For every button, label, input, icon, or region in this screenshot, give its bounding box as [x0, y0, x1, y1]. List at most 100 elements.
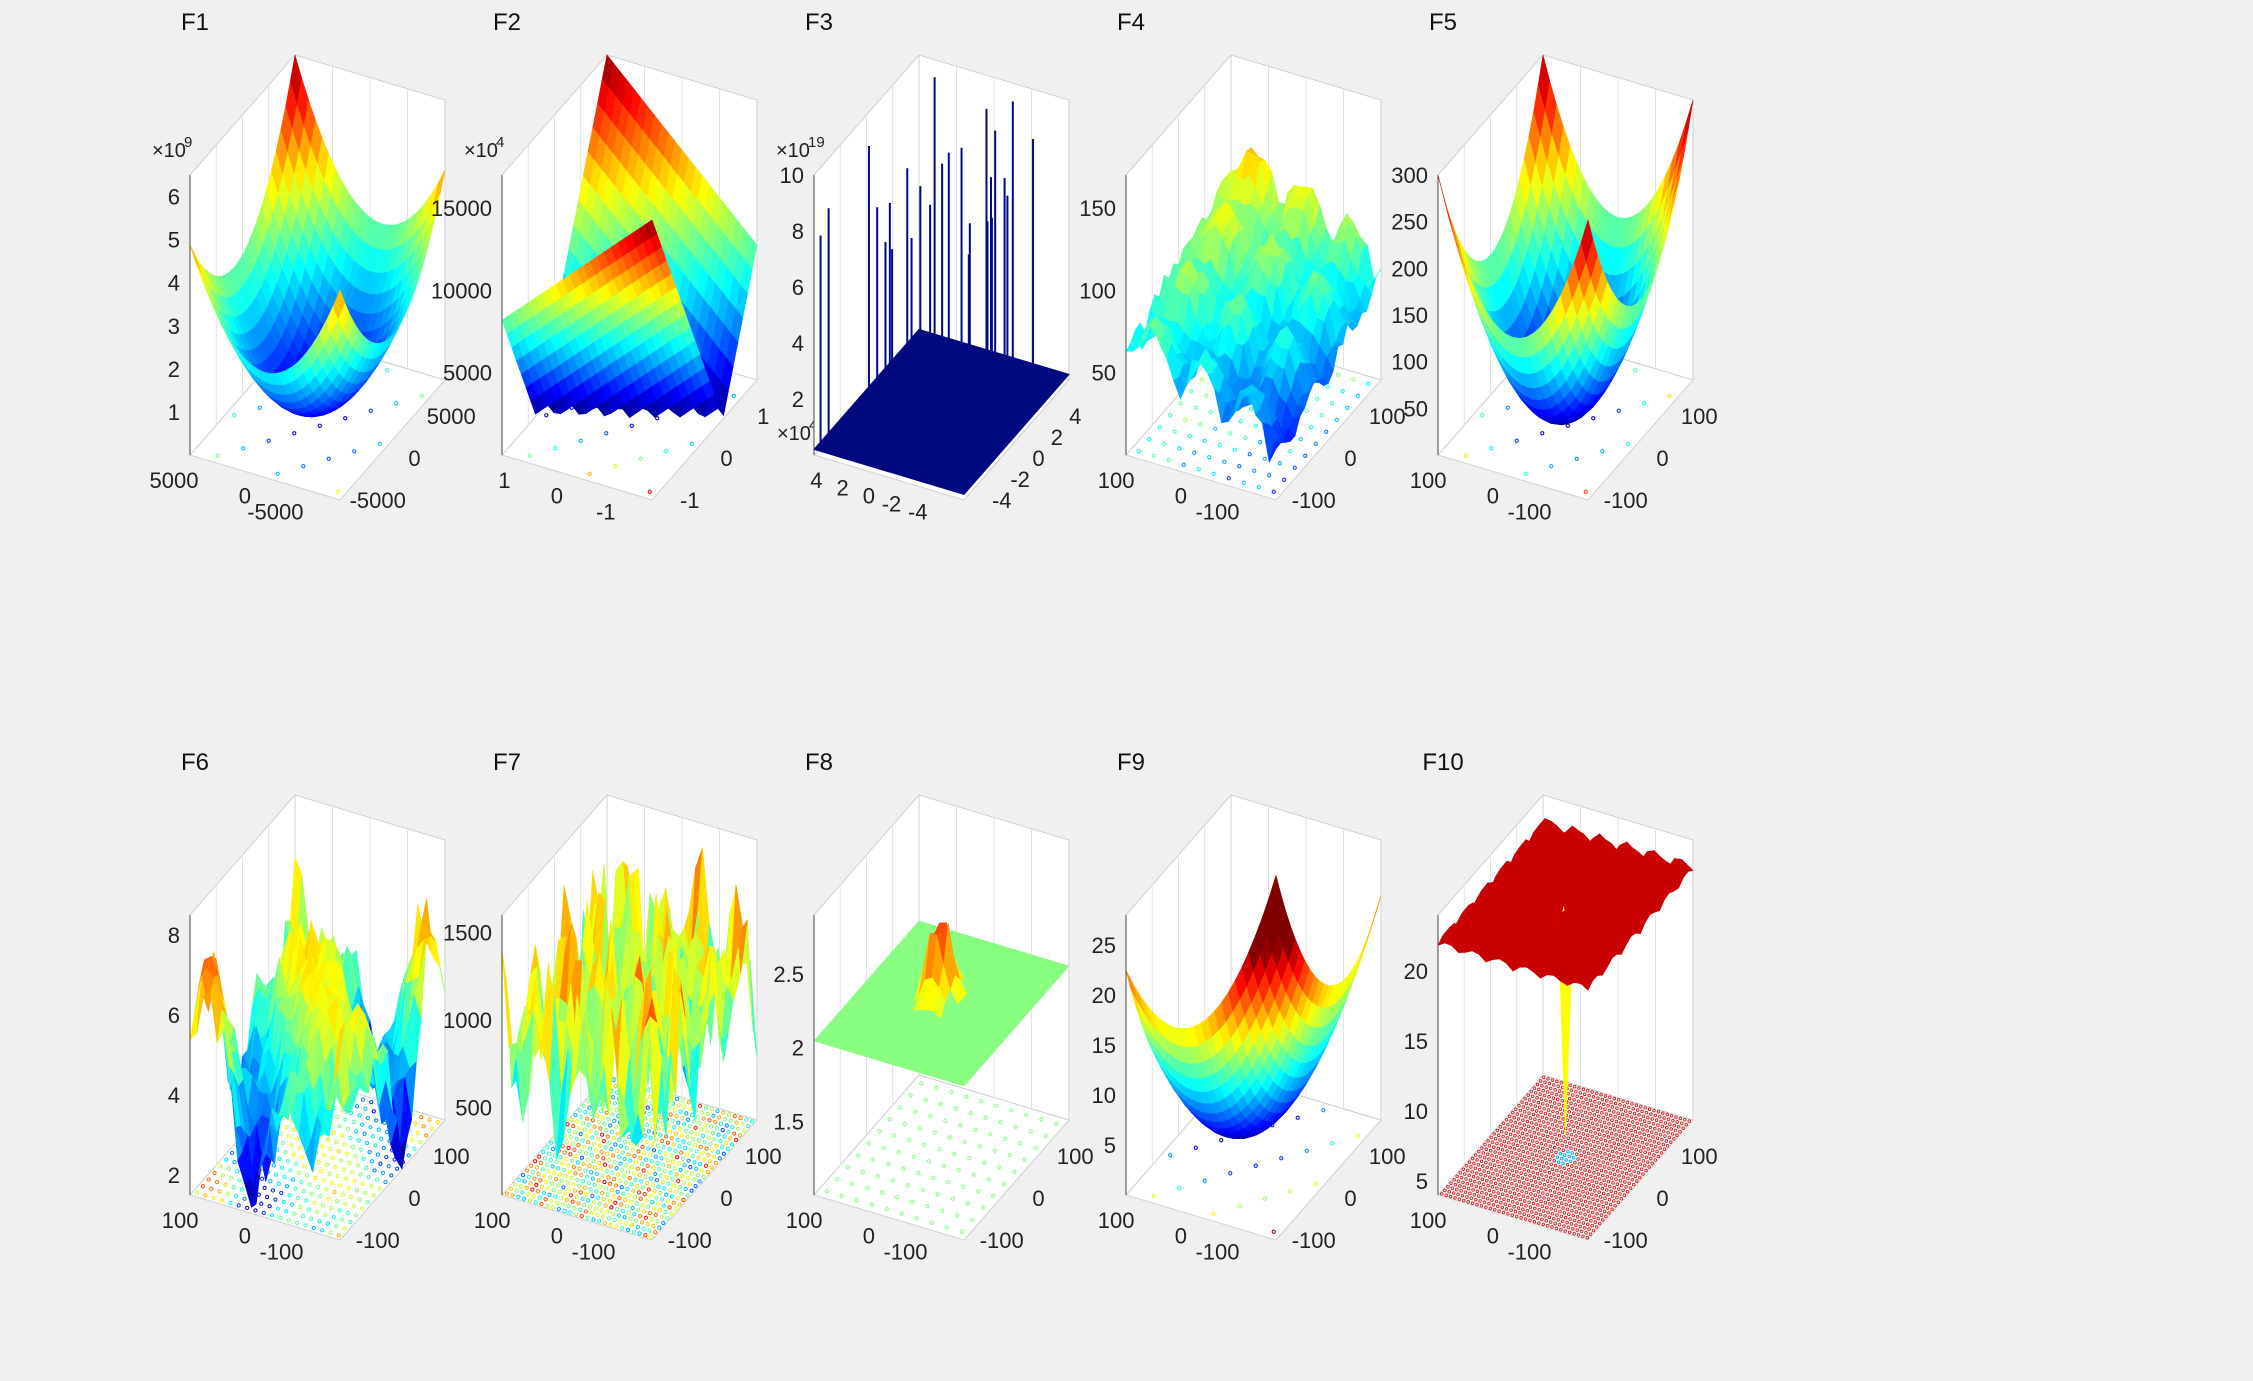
x-tick-label: 0 [1656, 446, 1668, 471]
x-exponent-label: ×10 [777, 423, 811, 445]
contour-mark [335, 489, 340, 494]
contour-mark [647, 489, 652, 494]
y-tick-label: 4 [810, 468, 822, 493]
z-tick-label: 4 [168, 1083, 180, 1108]
z-tick-label: 1500 [443, 921, 492, 946]
x-tick-label: -2 [1010, 467, 1030, 492]
y-tick-label: 100 [1098, 468, 1135, 493]
z-tick-label: 150 [1391, 303, 1428, 328]
contour-mark [638, 456, 643, 461]
x-tick-label: -100 [356, 1228, 400, 1253]
contour-mark [655, 416, 660, 421]
z-tick-label: 2 [168, 1163, 180, 1188]
subplot-title: F7 [493, 749, 521, 776]
subplot-title: F5 [1429, 9, 1457, 36]
x-tick-label: 4 [1069, 404, 1081, 429]
z-tick-label: 150 [1079, 196, 1116, 221]
x-tick-label: 2 [1051, 425, 1063, 450]
contour-mark [275, 471, 280, 476]
contour-mark [301, 464, 306, 469]
z-tick-label: 8 [168, 923, 180, 948]
z-tick-label: 10 [780, 163, 804, 188]
subplot-title: F4 [1117, 9, 1145, 36]
x-tick-label: 0 [1032, 1186, 1044, 1211]
z-tick-label: 100 [1079, 278, 1116, 303]
y-tick-label: -5000 [247, 499, 303, 524]
z-exponent-label: ×10 [776, 140, 810, 162]
subplot-title: F3 [805, 9, 833, 36]
y-tick-label: 5000 [150, 468, 199, 493]
z-exponent-label: ×10 [152, 140, 186, 162]
x-tick-label: -100 [1292, 488, 1336, 513]
z-tick-label: 6 [792, 275, 804, 300]
z-tick-label: 500 [455, 1096, 492, 1121]
subplot-title: F6 [181, 749, 209, 776]
x-tick-label: 100 [1681, 404, 1718, 429]
y-tick-label: 2 [837, 476, 849, 501]
subplot-title: F1 [181, 9, 209, 36]
contour-mark [215, 453, 220, 458]
y-tick-label: -100 [883, 1239, 927, 1264]
contour-mark [629, 423, 634, 428]
contour-mark [604, 431, 609, 436]
z-tick-label: 50 [1092, 361, 1116, 386]
x-tick-label: 0 [720, 446, 732, 471]
z-tick-label: 8 [792, 219, 804, 244]
y-tick-label: -100 [1507, 499, 1551, 524]
z-exponent-power: 9 [184, 134, 192, 151]
z-tick-label: 2.5 [773, 962, 804, 987]
z-exponent-power: 4 [496, 134, 504, 151]
z-tick-label: 15000 [431, 196, 492, 221]
x-tick-label: 1 [757, 404, 769, 429]
contour-mark [292, 431, 297, 436]
x-tick-label: 100 [1057, 1144, 1094, 1169]
x-tick-label: 0 [408, 1186, 420, 1211]
x-tick-label: 0 [720, 1186, 732, 1211]
contour-mark [731, 393, 736, 398]
subplot-title: F2 [493, 9, 521, 36]
contour-mark [544, 413, 549, 418]
y-tick-label: -100 [571, 1239, 615, 1264]
z-tick-label: 2 [792, 387, 804, 412]
y-tick-label: 0 [863, 484, 875, 509]
contour-mark [664, 449, 669, 454]
contour-mark [326, 456, 331, 461]
z-tick-label: 50 [1404, 396, 1428, 421]
x-tick-label: -100 [668, 1228, 712, 1253]
z-tick-label: 1 [168, 400, 180, 425]
z-tick-label: 300 [1391, 163, 1428, 188]
x-tick-label: 100 [1369, 404, 1406, 429]
contour-mark [587, 471, 592, 476]
contour-mark [419, 393, 424, 398]
y-tick-label: 1 [498, 468, 510, 493]
y-tick-label: 0 [551, 484, 563, 509]
contour-mark [377, 441, 382, 446]
contour-mark [257, 405, 262, 410]
x-tick-label: 0 [1032, 446, 1044, 471]
z-tick-label: 10000 [431, 278, 492, 303]
y-tick-label: 0 [551, 1224, 563, 1249]
y-tick-label: -1 [596, 499, 616, 524]
contour-mark [343, 416, 348, 421]
contour-mark [578, 438, 583, 443]
z-tick-label: 6 [168, 1003, 180, 1028]
y-tick-label: 0 [863, 1224, 875, 1249]
y-tick-label: 100 [162, 1208, 199, 1233]
y-tick-label: 0 [239, 484, 251, 509]
z-tick-label: 4 [792, 331, 804, 356]
contour-mark [553, 446, 558, 451]
z-tick-label: 3 [168, 314, 180, 339]
z-exponent-label: ×10 [464, 140, 498, 162]
z-tick-label: 4 [168, 271, 180, 296]
y-tick-label: 100 [1410, 468, 1447, 493]
x-tick-label: -100 [980, 1228, 1024, 1253]
z-tick-label: 5 [168, 228, 180, 253]
surface-patch [332, 289, 346, 320]
contour-mark [394, 401, 399, 406]
surface [189, 54, 446, 418]
